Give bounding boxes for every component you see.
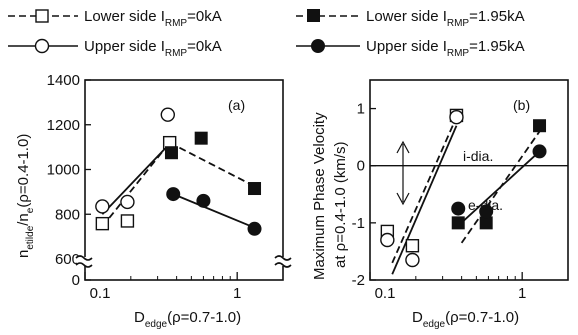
fit-lines [101, 141, 255, 229]
data-point-filled-circle [479, 204, 494, 219]
fit-line-dashed [391, 116, 458, 264]
arrow-head-up [396, 140, 410, 154]
data-point-filled-circle [166, 187, 181, 202]
axis-break-marks [75, 255, 292, 268]
x-axis-label: Dedge(ρ=0.7-1.0) [134, 309, 241, 330]
y-axis-label-line-2: at ρ=0.4-1.0 (km/s) [332, 142, 349, 269]
data-point-filled-square [248, 182, 262, 196]
x-axis-label: Dedge(ρ=0.7-1.0) [412, 309, 519, 330]
legend-marker-open-square [35, 9, 49, 23]
axis-break-wave [274, 262, 292, 268]
data-point-open-circle [405, 252, 420, 268]
data-point-filled-circle [532, 144, 547, 159]
legend-label: Lower side IRMP=0kA [84, 8, 222, 29]
data-point-open-square [95, 216, 110, 231]
fit-line-solid [101, 143, 171, 215]
legend-entry-lower-195ka: Lower side IRMP=1.95kA [296, 8, 525, 29]
legend-marker-filled-square [307, 9, 320, 22]
legend-marker-open-circle [34, 38, 50, 54]
legend: Lower side IRMP=0kA Lower side IRMP=1.95… [8, 8, 525, 59]
legend-label: Lower side IRMP=1.95kA [366, 8, 525, 29]
legend-entry-lower-0ka: Lower side IRMP=0kA [8, 8, 222, 29]
y-tick-label: -2 [352, 272, 365, 289]
y-tick-label: 1 [357, 101, 365, 118]
data-point-filled-square [533, 119, 547, 133]
data-point-open-circle [449, 109, 464, 125]
data-points [380, 108, 547, 268]
double-arrow [396, 140, 410, 206]
annotation-e-dia: e-dia. [468, 197, 503, 213]
y-tick-label: 1200 [47, 117, 80, 134]
plot-frame [84, 79, 284, 281]
y-tick-label: 1000 [47, 162, 80, 179]
data-point-open-square [405, 239, 420, 253]
x-tick-label: 1 [518, 285, 526, 302]
fit-line-dashed [169, 141, 255, 188]
panel-tag: (b) [513, 97, 530, 113]
data-point-filled-square [479, 216, 493, 230]
data-points [95, 107, 262, 236]
y-tick-label: 800 [55, 206, 80, 223]
y-axis-label: netilde/ne(ρ=0.4-1.0) [15, 134, 36, 258]
data-point-filled-circle [247, 221, 262, 236]
panel-tag: (a) [228, 97, 245, 113]
x-tick-label: 1 [233, 285, 241, 302]
data-point-filled-square [164, 146, 178, 160]
data-point-filled-circle [196, 193, 211, 208]
fit-line-solid [457, 150, 541, 227]
chart-panel-a: 0 600 800 1000 1200 1400 0.1 1 (a) Dedge(ρ=0.7-… [15, 72, 292, 330]
axis-break-wave [274, 255, 292, 261]
legend-label: Upper side IRMP=1.95kA [366, 38, 525, 59]
axis-break-wave [75, 255, 93, 261]
fit-lines [391, 116, 541, 275]
legend-entry-upper-195ka: Upper side IRMP=1.95kA [296, 38, 525, 59]
fit-line-solid [172, 193, 255, 229]
plot-frame [369, 79, 569, 281]
data-point-open-circle [160, 107, 176, 122]
data-point-filled-square [451, 216, 465, 230]
chart-panel-b: -2 -1 0 1 0.1 1 i-dia. e-dia. (b) Dedge(ρ=0.7… [311, 79, 569, 330]
y-axis-label-line-1: Maximum Phase Velocity [311, 112, 328, 280]
legend-entry-upper-0ka: Upper side IRMP=0kA [8, 38, 222, 59]
data-point-open-square [120, 214, 135, 228]
axis-break-gap [77, 257, 93, 266]
data-point-filled-circle [451, 201, 466, 216]
x-tick-label: 0.1 [90, 285, 111, 302]
axis-ticks: -2 -1 0 1 0.1 1 [352, 101, 569, 302]
legend-label: Upper side IRMP=0kA [84, 38, 222, 59]
y-tick-label: 0 [72, 272, 80, 289]
x-tick-label: 0.1 [375, 285, 396, 302]
axis-ticks: 0 600 800 1000 1200 1400 0.1 1 [47, 72, 284, 302]
data-point-open-circle [120, 194, 135, 210]
annotation-i-dia: i-dia. [463, 148, 493, 164]
data-point-open-circle [95, 199, 110, 214]
y-tick-label: 1400 [47, 72, 80, 89]
axis-break-gap [275, 257, 291, 266]
y-tick-label: 0 [357, 158, 365, 175]
y-tick-label: -1 [352, 215, 365, 232]
y-tick-label: 600 [55, 251, 80, 268]
arrow-head-down [396, 192, 410, 206]
axis-break-wave [75, 262, 93, 268]
data-point-filled-square [194, 131, 208, 145]
fit-line-solid [391, 125, 458, 275]
legend-marker-filled-circle [311, 39, 325, 53]
data-point-open-circle [380, 232, 395, 248]
